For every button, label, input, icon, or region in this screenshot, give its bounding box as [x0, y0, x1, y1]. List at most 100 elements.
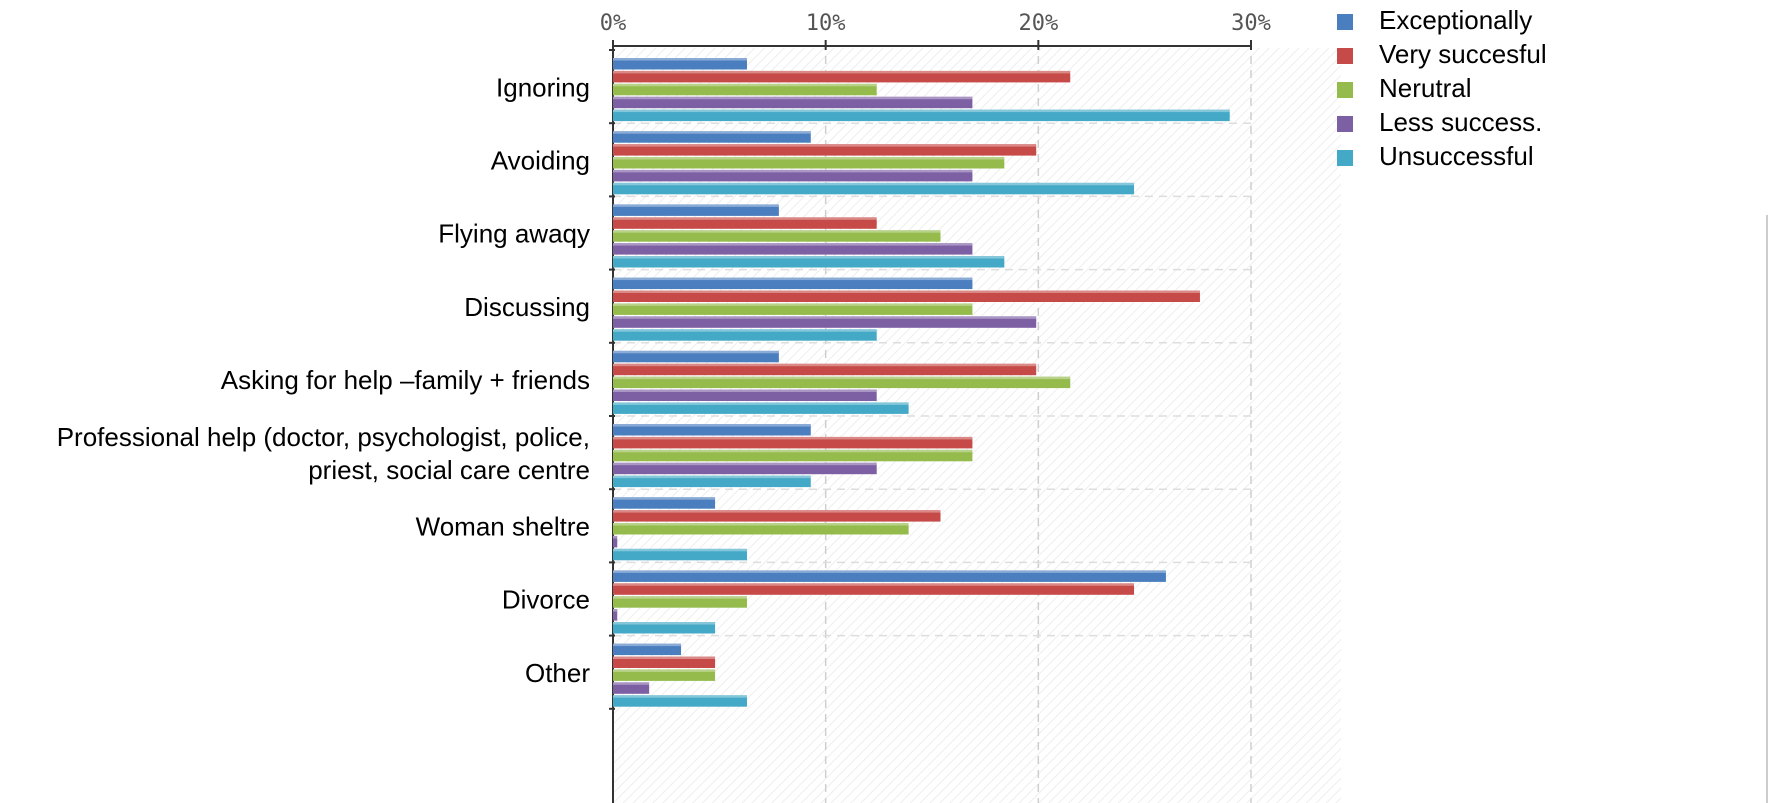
category-label: Woman sheltre: [416, 511, 590, 541]
bar-highlight: [613, 363, 1037, 367]
bar-highlight: [613, 436, 973, 440]
legend-swatch: [1337, 14, 1353, 30]
bar: [613, 548, 747, 561]
bar-highlight: [613, 596, 747, 599]
category-label: Professional help (doctor, psychologist,…: [57, 422, 590, 452]
bar-highlight: [613, 548, 747, 552]
bar: [613, 182, 1135, 195]
bar-highlight: [613, 256, 1005, 259]
bar-highlight: [613, 144, 1037, 147]
bar: [613, 669, 716, 681]
grid-lines: [613, 42, 1252, 803]
bar-highlight: [613, 329, 877, 332]
bar: [613, 695, 747, 707]
legend-label: Less success.: [1379, 107, 1542, 137]
legend-item: Less success.: [1337, 107, 1542, 137]
bar: [613, 402, 909, 414]
bar: [613, 131, 811, 143]
bar-highlight: [613, 609, 618, 612]
bar: [613, 449, 973, 462]
bar-highlight: [613, 389, 877, 392]
bar-highlight: [613, 303, 973, 306]
bar: [613, 596, 747, 608]
bar-group: [613, 643, 747, 707]
category-label: Divorce: [502, 585, 590, 615]
bar: [613, 230, 941, 242]
bar-highlight: [613, 656, 716, 659]
bar-highlight: [613, 510, 941, 513]
bar-highlight: [613, 570, 1166, 573]
category-label: Avoiding: [491, 145, 590, 175]
bar-group: [613, 131, 1135, 195]
bar-highlight: [613, 290, 1200, 293]
bar-group: [613, 204, 1005, 268]
bar-highlight: [613, 497, 716, 500]
bar: [613, 510, 941, 522]
x-tick-label: 10%: [806, 11, 846, 36]
bar-group: [613, 277, 1200, 341]
legend-swatch: [1337, 82, 1353, 98]
bar: [613, 316, 1037, 328]
bar: [613, 96, 973, 109]
bar: [613, 570, 1166, 582]
bar-highlight: [613, 169, 973, 173]
bar-highlight: [613, 523, 909, 526]
legend-swatch: [1337, 150, 1353, 166]
category-label: Asking for help –family + friends: [221, 365, 590, 395]
bar-highlight: [613, 424, 811, 427]
bar: [613, 277, 973, 290]
bar: [613, 109, 1230, 122]
bar-highlight: [613, 277, 973, 281]
bar-highlight: [613, 669, 716, 672]
bar-group: [613, 570, 1166, 634]
bar-highlight: [613, 83, 877, 87]
x-tick-label: 0%: [600, 11, 627, 36]
legend-label: Nerutral: [1379, 73, 1471, 103]
bar-highlight: [613, 402, 909, 405]
legend-item: Exceptionally: [1337, 5, 1532, 35]
legend-item: Very succesful: [1337, 39, 1547, 69]
bar: [613, 643, 682, 656]
bar: [613, 609, 618, 621]
bar: [613, 290, 1200, 302]
category-label: Other: [525, 658, 590, 688]
x-tick-label: 30%: [1231, 11, 1271, 36]
bar: [613, 243, 973, 255]
bar-highlight: [613, 243, 973, 246]
bar-highlight: [613, 682, 650, 685]
bar-groups: [613, 58, 1230, 707]
bar: [613, 157, 1005, 169]
bar: [613, 363, 1037, 376]
bar-highlight: [613, 109, 1230, 113]
bar-group: [613, 350, 1071, 414]
bar-highlight: [613, 643, 682, 647]
bar: [613, 389, 877, 401]
legend-label: Very succesful: [1379, 39, 1547, 69]
bar: [613, 144, 1037, 156]
category-labels: Ignoring Avoiding Flying awaqy Discussing As…: [57, 72, 591, 688]
bar: [613, 622, 716, 634]
legend: Exceptionally Very succesful Nerutral Less …: [1337, 5, 1547, 171]
bar: [613, 535, 618, 548]
bar: [613, 83, 877, 96]
category-label: Discussing: [464, 292, 590, 322]
bar: [613, 303, 973, 315]
bar-highlight: [613, 376, 1071, 380]
bar: [613, 424, 811, 436]
bar-highlight: [613, 58, 747, 61]
bar: [613, 523, 909, 535]
bar: [613, 376, 1071, 389]
bar: [613, 256, 1005, 268]
category-label: Flying awaqy: [438, 219, 590, 249]
bar: [613, 350, 779, 363]
bar-highlight: [613, 217, 877, 220]
bar-highlight: [613, 70, 1071, 74]
bar: [613, 217, 877, 229]
bar-group: [613, 424, 973, 488]
bar-highlight: [613, 535, 618, 539]
bar-highlight: [613, 96, 973, 100]
bar-highlight: [613, 182, 1135, 186]
bar-highlight: [613, 157, 1005, 160]
bar: [613, 462, 877, 475]
